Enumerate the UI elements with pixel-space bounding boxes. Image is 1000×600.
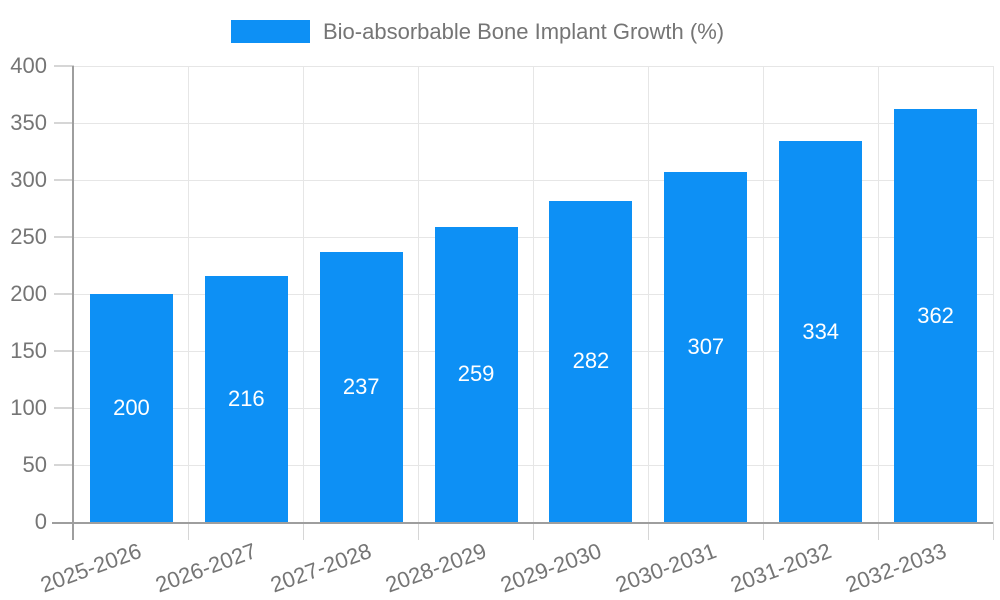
bar-value-label: 307	[687, 334, 725, 359]
x-axis-tick-label: 2028-2029	[382, 538, 490, 598]
bar[interactable]: 282	[549, 200, 633, 522]
x-axis-tick	[762, 522, 764, 540]
bar-value-label: 334	[802, 318, 840, 344]
y-axis-tick-label: 400	[10, 53, 47, 78]
v-gridline	[188, 66, 190, 522]
y-axis-tick	[54, 407, 74, 409]
bar[interactable]: 237	[319, 251, 403, 522]
y-axis-tick-label: 50	[22, 452, 47, 477]
x-axis-tick	[303, 522, 305, 540]
y-axis-tick	[54, 464, 74, 466]
v-gridline	[877, 66, 879, 522]
x-axis-tick	[533, 522, 534, 540]
bar[interactable]: 216	[204, 275, 288, 522]
x-axis-tick	[188, 522, 190, 540]
y-axis-tick	[54, 350, 74, 352]
x-axis-tick-label: 2025-2026	[37, 538, 145, 598]
y-axis-tick-label: 200	[10, 281, 47, 306]
x-axis-line	[52, 522, 993, 524]
bar-value-label: 259	[457, 361, 495, 387]
bar-value-label: 216	[227, 385, 265, 411]
x-axis-tick	[992, 522, 994, 540]
legend-label: Bio-absorbable Bone Implant Growth (%)	[323, 19, 725, 44]
y-axis-tick	[54, 65, 74, 67]
y-axis-tick-label: 150	[10, 338, 47, 363]
v-gridline	[418, 66, 420, 522]
x-axis-tick	[418, 522, 420, 540]
x-axis-tick	[877, 522, 879, 540]
v-gridline	[647, 66, 649, 522]
y-axis-tick-label: 250	[10, 224, 47, 249]
bar[interactable]: 362	[894, 109, 978, 522]
bar-value-label: 237	[342, 373, 380, 399]
v-gridline	[303, 66, 305, 522]
bar-value-label: 282	[572, 348, 610, 374]
y-axis-tick-label: 350	[10, 110, 47, 135]
x-axis-tick-label: 2029-2030	[497, 538, 605, 598]
x-axis-tick-label: 2030-2031	[611, 538, 720, 598]
x-axis-tick-label: 2032-2033	[841, 538, 950, 598]
legend-color-swatch	[231, 20, 310, 43]
v-gridline	[992, 66, 994, 522]
y-axis-tick-label: 0	[34, 509, 47, 534]
bar[interactable]: 334	[779, 141, 863, 522]
x-axis-tick-label: 2026-2027	[152, 538, 260, 598]
bar-value-label: 200	[113, 395, 150, 420]
bar[interactable]: 200	[89, 294, 173, 522]
y-axis-tick	[54, 236, 74, 238]
y-axis-tick-label: 100	[10, 395, 47, 420]
y-axis-tick-label: 300	[10, 167, 47, 192]
y-axis-line	[72, 66, 74, 540]
bar[interactable]: 307	[664, 172, 748, 522]
x-axis-tick	[647, 522, 649, 540]
x-axis-tick-label: 2031-2032	[726, 538, 835, 598]
v-gridline	[762, 66, 764, 522]
y-axis-tick	[54, 179, 74, 181]
y-axis-tick	[54, 122, 74, 124]
bar-value-label: 362	[917, 302, 954, 328]
y-axis-tick	[54, 293, 74, 295]
x-axis-tick-label: 2027-2028	[267, 538, 375, 598]
chart-legend[interactable]: Bio-absorbable Bone Implant Growth (%)	[231, 19, 724, 44]
bar[interactable]: 259	[434, 226, 518, 522]
v-gridline	[533, 66, 534, 522]
